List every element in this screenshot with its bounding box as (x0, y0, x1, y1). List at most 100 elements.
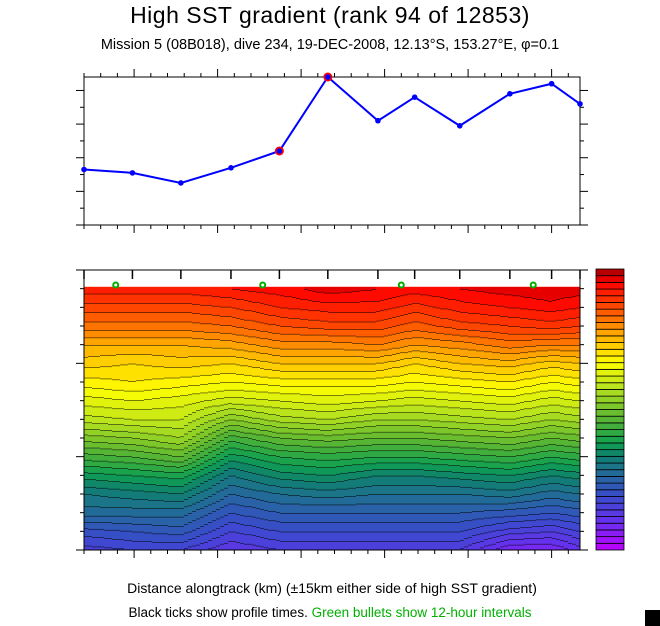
temperature-cell (120, 330, 125, 339)
temperature-cell (120, 322, 125, 332)
temperature-cell (328, 447, 333, 455)
temperature-cell (364, 344, 369, 352)
temperature-cell (340, 489, 345, 499)
temperature-cell (360, 465, 365, 473)
temperature-cell (116, 294, 121, 305)
temperature-cell (372, 476, 377, 487)
temperature-cell (124, 523, 129, 532)
temperature-cell (288, 487, 293, 497)
temperature-cell (268, 449, 273, 457)
temperature-cell (88, 429, 93, 437)
temperature-cell (164, 449, 169, 456)
temperature-cell (264, 425, 269, 432)
temperature-cell (208, 466, 213, 474)
temperature-cell (148, 524, 153, 534)
temperature-cell (196, 536, 201, 546)
temperature-cell (212, 470, 217, 478)
temperature-cell (140, 433, 145, 441)
temperature-cell (260, 475, 265, 485)
temperature-cell (132, 476, 137, 485)
temperature-cell (352, 522, 357, 533)
temperature-cell (352, 336, 357, 345)
temperature-cell (140, 470, 145, 477)
temperature-cell (276, 451, 281, 458)
temperature-cell (364, 322, 369, 331)
temperature-cell (288, 326, 293, 335)
temperature-cell (276, 307, 281, 318)
temperature-cell (312, 505, 317, 515)
temperature-cell (320, 364, 325, 373)
temperature-cell (204, 393, 209, 402)
temperature-cell (344, 292, 349, 304)
temperature-cell (200, 476, 205, 485)
temperature-cell (88, 338, 93, 347)
temperature-cell (268, 347, 273, 356)
temperature-cell (212, 451, 217, 459)
temperature-cell (228, 461, 233, 470)
temperature-cell (252, 490, 257, 500)
temperature-cell (104, 548, 109, 551)
sst-point (81, 166, 87, 173)
temperature-cell (244, 451, 249, 458)
temperature-cell (260, 377, 265, 386)
temperature-cell (292, 532, 297, 543)
temperature-cell (332, 396, 337, 405)
temperature-cell (132, 524, 137, 533)
temperature-cell (164, 485, 169, 494)
temperature-cell (368, 451, 373, 459)
temperature-cell (100, 388, 105, 399)
temperature-cell (220, 364, 225, 375)
temperature-cell (140, 365, 145, 382)
temperature-cell (276, 456, 281, 465)
temperature-cell (260, 430, 265, 436)
temperature-cell (344, 356, 349, 365)
temperature-cell (104, 367, 109, 380)
temperature-cell (220, 434, 225, 442)
temperature-cell (148, 452, 153, 460)
temperature-cell (104, 379, 109, 390)
temperature-cell (244, 398, 249, 406)
temperature-cell (328, 453, 333, 461)
temperature-cell (288, 472, 293, 481)
temperature-cell (200, 393, 205, 403)
temperature-cell (96, 368, 101, 379)
temperature-cell (164, 501, 169, 510)
temperature-cell (128, 482, 133, 491)
temperature-cell (312, 474, 317, 483)
temperature-cell (284, 386, 289, 395)
temperature-cell (212, 332, 217, 341)
temperature-cell (264, 476, 269, 486)
temperature-cell (248, 359, 253, 368)
temperature-cell (104, 355, 109, 368)
temperature-cell (304, 489, 309, 498)
temperature-cell (328, 371, 333, 380)
temperature-cell (236, 397, 241, 405)
temperature-cell (148, 420, 153, 428)
temperature-cell (136, 438, 141, 446)
temperature-cell (192, 455, 197, 463)
temperature-cell (340, 532, 345, 543)
temperature-cell (112, 530, 117, 541)
temperature-cell (120, 539, 125, 550)
temperature-cell (200, 483, 205, 493)
temperature-cell (168, 322, 173, 332)
temperature-cell (340, 336, 345, 344)
temperature-cell (220, 348, 225, 358)
temperature-cell (272, 370, 277, 379)
temperature-cell (236, 342, 241, 351)
temperature-cell (296, 445, 301, 453)
temperature-cell (228, 373, 233, 384)
temperature-cell (168, 286, 173, 295)
temperature-cell (312, 301, 317, 312)
temperature-cell (244, 456, 249, 465)
temperature-cell (356, 356, 361, 365)
temperature-cell (236, 431, 241, 438)
temperature-cell (188, 458, 193, 465)
temperature-cell (216, 483, 221, 493)
temperature-cell (356, 343, 361, 351)
temperature-cell (320, 522, 325, 533)
temperature-cell (180, 312, 185, 323)
temperature-cell (128, 303, 133, 314)
temperature-cell (252, 439, 257, 447)
temperature-cell (168, 330, 173, 339)
